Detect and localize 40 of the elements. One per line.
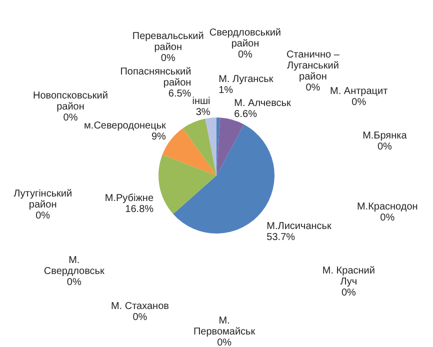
data-label: 1% [218, 84, 234, 96]
category-label: М. Стаханов [110, 300, 169, 312]
text: 0% [238, 49, 252, 60]
slice-label: М. Алчевськ [234, 98, 292, 109]
category-label: М. Свердловськ [44, 254, 104, 277]
category-label: М.Брянка [362, 130, 407, 142]
pie-slice [216, 118, 244, 176]
category-label: Станично – Луганський район [286, 50, 340, 83]
text: 0% [160, 53, 176, 64]
slice-label: М.Рубіжне [104, 192, 154, 204]
slice-label: м.Северодонецьк [84, 120, 167, 132]
slice-label: Попаснянський район [120, 66, 192, 88]
category-label: Новопсковський район [32, 90, 108, 113]
category-label: М. Антрацит [330, 86, 388, 98]
data-label: 16.8% [125, 204, 154, 215]
text: 0% [217, 337, 232, 347]
category-label: Свердловський район [209, 27, 282, 50]
category-label: М. Первомайськ [193, 315, 256, 338]
data-label: 3% [196, 106, 210, 118]
text: 0% [132, 312, 148, 323]
slice-label: М. Луганськ [218, 74, 274, 85]
text: 0% [66, 276, 82, 288]
pie-slice [205, 118, 216, 176]
data-label: 9% [151, 131, 166, 142]
category-label: М.Краснодон [356, 202, 418, 213]
category-label: М. Красний Луч [322, 266, 375, 288]
data-label: 6.6% [234, 108, 258, 120]
text: 0% [352, 97, 366, 108]
slice-label: М.Лисичанськ [266, 221, 332, 232]
text: 0% [341, 288, 356, 299]
category-label: Лутугінський район [14, 188, 72, 210]
category-label: Перевальський район [132, 31, 204, 54]
data-label: 6.5% [168, 88, 192, 100]
data-label: 53.7% [266, 232, 296, 244]
text: 0% [63, 112, 78, 124]
text: 0% [36, 210, 50, 222]
text: 0% [306, 82, 320, 94]
text: 0% [377, 141, 392, 152]
slice-label: інші [192, 96, 210, 107]
text: 0% [380, 212, 395, 224]
